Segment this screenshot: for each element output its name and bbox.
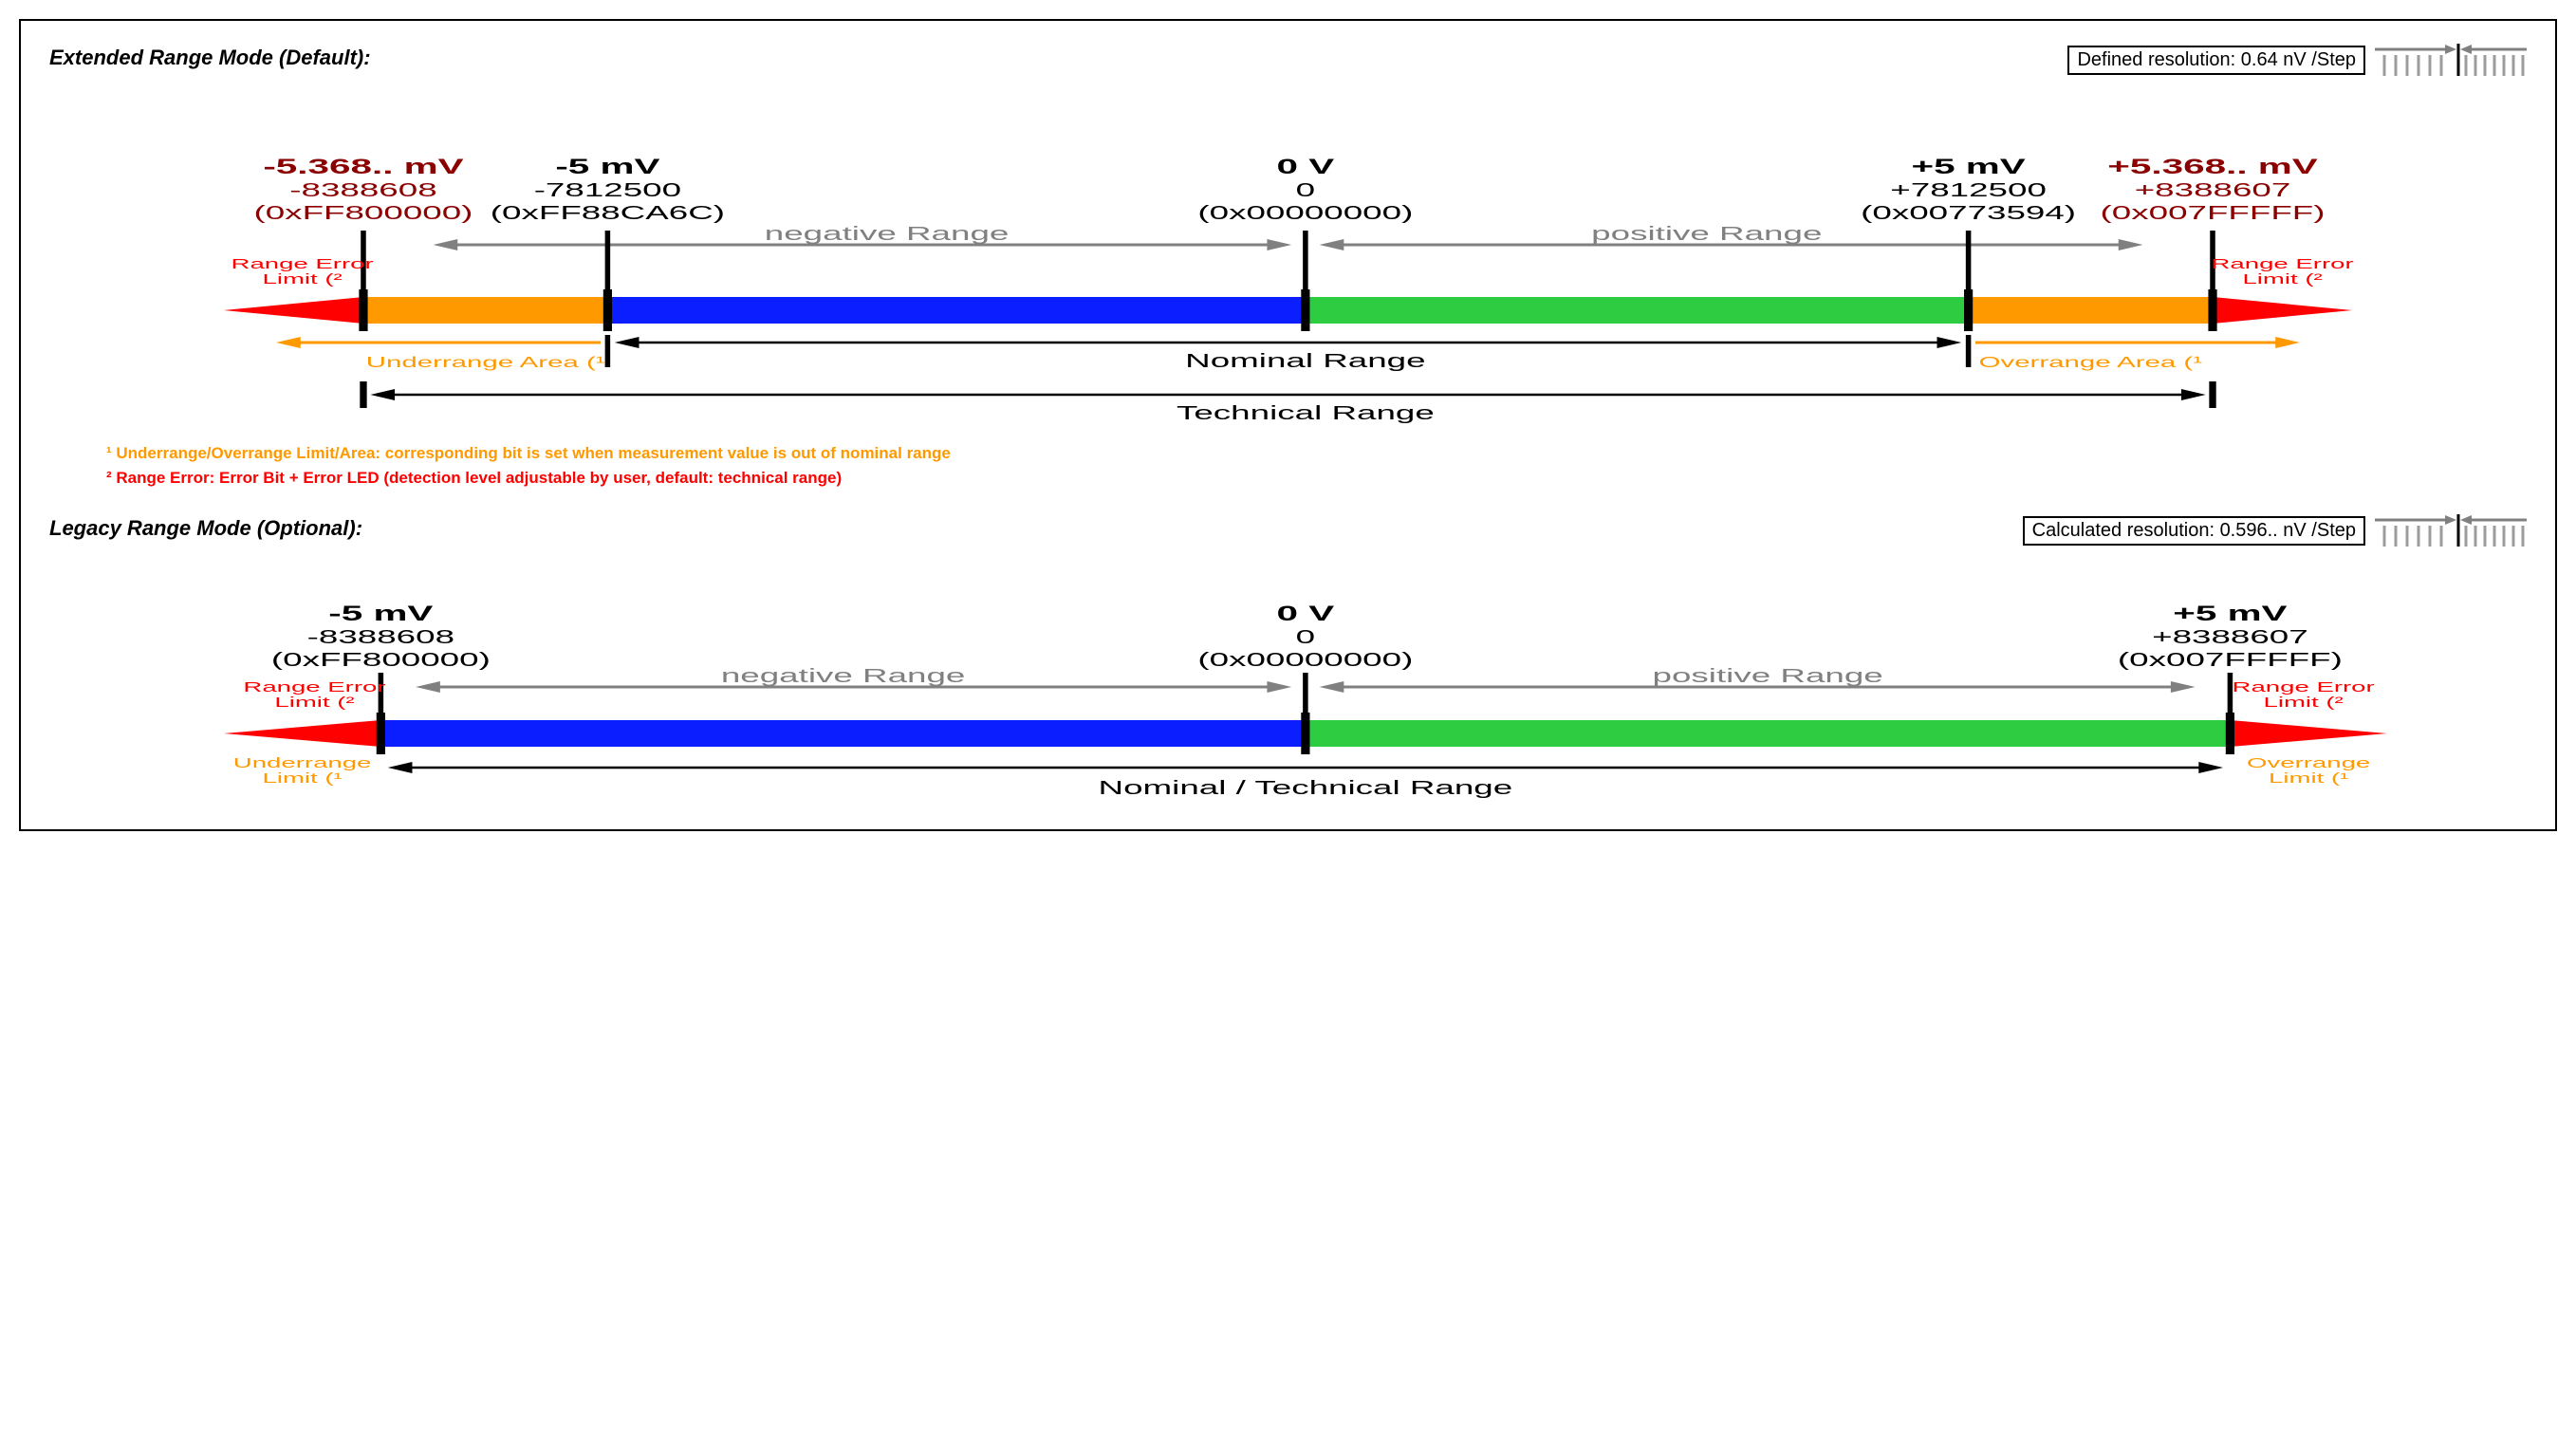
svg-text:Limit (²: Limit (²	[274, 694, 354, 710]
svg-text:0 V: 0 V	[1277, 602, 1335, 624]
svg-text:positive Range: positive Range	[1591, 223, 1822, 244]
svg-text:negative Range: negative Range	[765, 223, 1010, 244]
svg-text:+7812500: +7812500	[1890, 179, 2047, 200]
legacy-ruler-icon	[2375, 512, 2527, 550]
svg-text:(0x00000000): (0x00000000)	[1197, 649, 1413, 670]
svg-text:Range Error: Range Error	[243, 678, 386, 695]
svg-text:-5 mV: -5 mV	[328, 602, 433, 624]
svg-text:(0x007FFFFF): (0x007FFFFF)	[2101, 202, 2326, 223]
svg-text:+8388607: +8388607	[2135, 179, 2291, 200]
svg-text:Overrange: Overrange	[2247, 754, 2370, 770]
svg-text:-5.368.. mV: -5.368.. mV	[263, 155, 464, 177]
svg-text:Range Error: Range Error	[232, 255, 375, 271]
svg-text:+5.368.. mV: +5.368.. mV	[2107, 155, 2318, 177]
legacy-range-diagram: -5 mV-8388608(0xFF800000) 0 V0(0x00000000…	[49, 554, 2527, 810]
extended-resolution-box: Defined resolution: 0.64 nV /Step	[2067, 46, 2365, 75]
svg-text:+8388607: +8388607	[2152, 626, 2308, 647]
svg-text:Range Error: Range Error	[2212, 255, 2355, 271]
svg-text:0: 0	[1296, 179, 1315, 200]
svg-text:(0x00000000): (0x00000000)	[1197, 202, 1413, 223]
extended-ruler-icon	[2375, 42, 2527, 80]
svg-text:+5 mV: +5 mV	[1911, 155, 2026, 177]
svg-text:positive Range: positive Range	[1653, 665, 1883, 686]
svg-text:Limit (²: Limit (²	[2242, 270, 2322, 287]
legacy-resolution-box: Calculated resolution: 0.596.. nV /Step	[2023, 516, 2365, 546]
svg-text:negative Range: negative Range	[721, 665, 966, 686]
footnotes: ¹ Underrange/Overrange Limit/Area: corre…	[106, 444, 2527, 488]
svg-text:Range Error: Range Error	[2233, 678, 2376, 695]
svg-text:(0xFF800000): (0xFF800000)	[254, 202, 473, 223]
svg-text:-8388608: -8388608	[289, 179, 436, 200]
svg-text:(0x00773594): (0x00773594)	[1861, 202, 2076, 223]
svg-text:Nominal / Technical Range: Nominal / Technical Range	[1099, 777, 1513, 798]
svg-text:0: 0	[1296, 626, 1315, 647]
svg-text:-5 mV: -5 mV	[555, 155, 659, 177]
svg-text:(0x007FFFFF): (0x007FFFFF)	[2118, 649, 2343, 670]
svg-text:Underrange Area (¹: Underrange Area (¹	[366, 354, 605, 371]
svg-text:(0xFF800000): (0xFF800000)	[271, 649, 491, 670]
svg-text:Limit (²: Limit (²	[263, 270, 343, 287]
svg-text:Limit (²: Limit (²	[2264, 694, 2344, 710]
svg-text:Nominal Range: Nominal Range	[1185, 350, 1425, 371]
svg-text:0 V: 0 V	[1277, 155, 1335, 177]
footnote-1: ¹ Underrange/Overrange Limit/Area: corre…	[106, 444, 2527, 463]
footnote-2: ² Range Error: Error Bit + Error LED (de…	[106, 469, 2527, 488]
svg-text:Limit (¹: Limit (¹	[2269, 769, 2348, 786]
svg-text:+5 mV: +5 mV	[2173, 602, 2288, 624]
svg-text:Limit (¹: Limit (¹	[263, 769, 343, 786]
extended-range-diagram: -5.368.. mV-8388608(0xFF800000) -5 mV-781…	[49, 83, 2527, 425]
svg-text:-7812500: -7812500	[534, 179, 681, 200]
svg-text:Underrange: Underrange	[233, 754, 372, 770]
svg-text:(0xFF88CA6C): (0xFF88CA6C)	[491, 202, 725, 223]
svg-text:Technical Range: Technical Range	[1177, 402, 1435, 423]
svg-text:-8388608: -8388608	[307, 626, 454, 647]
svg-text:Overrange Area (¹: Overrange Area (¹	[1979, 354, 2203, 371]
